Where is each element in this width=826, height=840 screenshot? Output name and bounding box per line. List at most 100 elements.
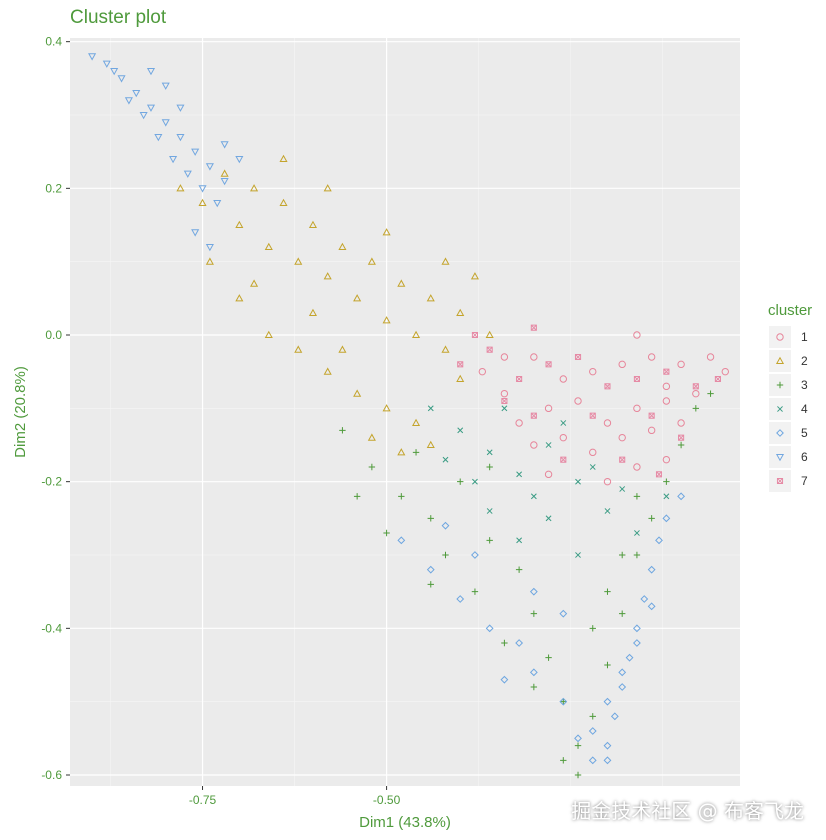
cluster-7-point — [648, 412, 655, 419]
x-tick-label: -0.50 — [373, 793, 401, 807]
legend-item-4: 4 — [769, 398, 808, 420]
cluster-7-point — [663, 368, 670, 375]
cluster-1-point — [677, 360, 685, 369]
data-points — [88, 53, 729, 779]
cluster-3-point — [368, 463, 376, 471]
cluster-6-point — [132, 89, 141, 98]
cluster-2-points — [176, 154, 494, 456]
cluster-7-points — [457, 324, 721, 478]
cluster-2-point — [382, 404, 391, 412]
cluster-2-point — [323, 367, 332, 375]
cluster-5-point — [603, 697, 612, 706]
cluster-2-point — [279, 198, 288, 207]
legend-label: 1 — [801, 330, 808, 344]
cluster-5-point — [588, 756, 597, 765]
cluster-3-point — [339, 427, 346, 434]
grid — [70, 38, 740, 786]
cluster-3-point — [677, 441, 685, 449]
cluster-6-point — [220, 141, 229, 149]
cluster-4-point — [516, 471, 523, 478]
cluster-2-point — [367, 433, 376, 441]
cluster-3-point — [383, 529, 390, 537]
cluster-5-point — [441, 521, 450, 530]
cluster-7-point — [589, 412, 596, 419]
cluster-7-point — [619, 456, 626, 463]
cluster-3-point — [648, 515, 655, 522]
cluster-6-point — [191, 148, 200, 156]
cluster-5-point — [603, 756, 612, 765]
cluster-6-point — [183, 170, 192, 178]
cluster-2-point — [176, 184, 185, 192]
cluster-1-point — [618, 360, 626, 369]
cluster-6-point — [146, 67, 156, 76]
cluster-6-point — [176, 104, 185, 112]
cluster-2-point — [382, 316, 391, 324]
cluster-6-point — [117, 75, 126, 83]
cluster-2-point — [426, 294, 435, 302]
cluster-6-point — [220, 177, 229, 186]
cluster-6-point — [198, 185, 207, 193]
y-tick-label: -0.6 — [41, 768, 62, 782]
legend-label: 2 — [801, 354, 808, 368]
cluster-6-point — [154, 133, 163, 142]
cluster-4-point — [530, 493, 537, 500]
cluster-3-point — [486, 463, 493, 471]
cluster-1-point — [559, 375, 567, 383]
cluster-3-point — [427, 515, 434, 522]
y-tick-label: 0.2 — [45, 181, 62, 195]
cluster-1-point — [692, 389, 700, 398]
cluster-1-point — [633, 404, 641, 413]
cluster-7-point — [516, 375, 523, 383]
cluster-6-point — [110, 67, 119, 76]
legend-item-5: 5 — [769, 422, 808, 444]
cluster-4-point — [501, 405, 508, 412]
cluster-6-point — [169, 155, 178, 164]
cluster-1-point — [589, 367, 597, 376]
legend-key-5 — [776, 429, 784, 437]
cluster-3-points — [339, 390, 714, 779]
cluster-1-point — [647, 426, 656, 435]
cluster-5-point — [647, 602, 656, 611]
cluster-2-point — [456, 374, 465, 383]
panel-background — [70, 38, 740, 786]
cluster-1-point — [478, 367, 487, 376]
cluster-3-point — [486, 537, 493, 544]
cluster-2-point — [308, 220, 318, 229]
cluster-2-point — [264, 242, 273, 251]
chart-title: Cluster plot — [70, 7, 167, 28]
x-axis-title: Dim1 (43.8%) — [359, 814, 451, 831]
legend-label: 7 — [801, 474, 808, 488]
x-tick-label: -0.75 — [189, 793, 217, 807]
cluster-3-point — [457, 478, 464, 485]
cluster-4-point — [442, 456, 449, 463]
y-tick-label: 0.4 — [45, 35, 62, 49]
cluster-4-point — [619, 486, 626, 492]
cluster-1-point — [574, 397, 582, 405]
cluster-1-point — [603, 419, 612, 427]
cluster-7-point — [604, 383, 611, 390]
cluster-5-point — [485, 624, 494, 633]
legend-item-7: 7 — [769, 470, 808, 492]
cluster-4-point — [486, 508, 493, 514]
legend-key-4 — [777, 406, 783, 412]
cluster-5-point — [610, 712, 619, 721]
cluster-2-point — [397, 279, 406, 287]
cluster-1-point — [633, 463, 641, 471]
cluster-2-point — [323, 184, 332, 192]
cluster-5-point — [618, 668, 627, 677]
legend-key-background — [769, 446, 791, 468]
cluster-3-point — [574, 742, 582, 749]
cluster-5-point — [471, 551, 479, 559]
cluster-6-point — [205, 243, 214, 252]
cluster-5-point — [574, 734, 582, 743]
cluster-4-point — [575, 478, 581, 485]
cluster-5-point — [603, 741, 612, 750]
cluster-2-point — [323, 272, 332, 280]
legend-label: 4 — [801, 402, 808, 416]
cluster-5-point — [618, 683, 627, 691]
cluster-1-point — [662, 382, 671, 391]
y-tick-label: -0.2 — [41, 475, 62, 489]
cluster-5-point — [588, 727, 597, 735]
cluster-4-point — [427, 405, 434, 412]
cluster-2-point — [264, 330, 273, 339]
